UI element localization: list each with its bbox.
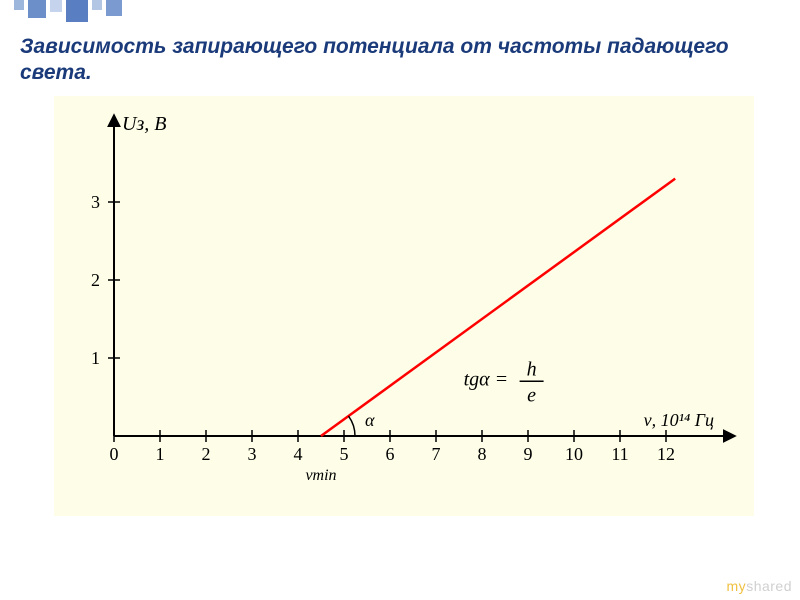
x-threshold-label: νmin <box>305 467 336 484</box>
x-axis-label: ν, 10¹⁴ Гц <box>644 410 714 430</box>
decor-square <box>66 0 88 22</box>
formula-num: h <box>527 358 537 380</box>
decor-square <box>28 0 46 18</box>
y-axis-label: Uз, В <box>122 113 166 135</box>
x-tick-label: 4 <box>294 444 303 464</box>
x-tick-label: 7 <box>432 444 441 464</box>
decor-square <box>92 0 102 10</box>
watermark-rest: shared <box>746 578 792 594</box>
decor-squares <box>14 0 122 22</box>
page-title: Зависимость запирающего потенциала от ча… <box>20 34 780 87</box>
x-tick-label: 11 <box>611 444 628 464</box>
x-tick-label: 8 <box>478 444 487 464</box>
y-tick-label: 3 <box>91 192 100 212</box>
formula-lhs: tgα = <box>464 368 509 390</box>
x-tick-label: 6 <box>386 444 395 464</box>
decor-square <box>14 0 24 10</box>
x-tick-label: 5 <box>340 444 349 464</box>
decor-square <box>50 0 62 12</box>
x-tick-label: 10 <box>565 444 583 464</box>
watermark-prefix: my <box>727 578 747 594</box>
angle-label: α <box>365 410 375 430</box>
chart-panel: Uз, В1230123456789101112ν, 10¹⁴ Гцνminαt… <box>54 96 754 516</box>
x-tick-label: 3 <box>248 444 257 464</box>
x-tick-label: 9 <box>524 444 533 464</box>
x-tick-label: 1 <box>156 444 165 464</box>
chart-svg: Uз, В1230123456789101112ν, 10¹⁴ Гцνminαt… <box>54 96 754 516</box>
x-tick-label: 12 <box>657 444 675 464</box>
decor-square <box>106 0 122 16</box>
formula-den: e <box>527 384 536 406</box>
title-text: Зависимость запирающего потенциала от ча… <box>20 35 729 84</box>
watermark: myshared <box>727 578 792 594</box>
x-tick-label: 2 <box>202 444 211 464</box>
y-tick-label: 2 <box>91 270 100 290</box>
x-tick-label: 0 <box>110 444 119 464</box>
y-tick-label: 1 <box>91 348 100 368</box>
